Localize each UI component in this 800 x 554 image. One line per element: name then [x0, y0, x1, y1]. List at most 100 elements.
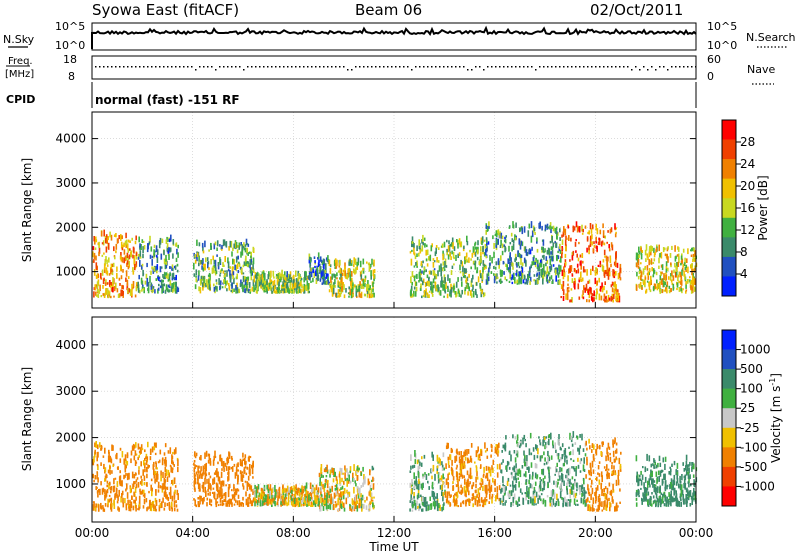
echo-cell [137, 287, 140, 293]
echo-cell [639, 269, 642, 274]
echo-cell [601, 509, 604, 512]
echo-cell [206, 478, 208, 484]
echo-cell [449, 454, 452, 461]
echo-cell [435, 247, 437, 254]
echo-cell [281, 495, 283, 499]
echo-cell [233, 497, 236, 501]
echo-cell [416, 494, 419, 498]
nsky-strip: N.Sky 10^5 10^0 10^5 10^0 N.Search [3, 20, 796, 52]
echo-cell [357, 257, 360, 263]
echo-cell [571, 483, 574, 490]
echo-cell [431, 484, 434, 489]
echo-cell [571, 490, 573, 495]
echo-cell [308, 494, 310, 501]
echo-cell [466, 470, 469, 476]
echo-cell [489, 493, 491, 500]
echo-cell [128, 472, 130, 480]
echo-cell [485, 492, 488, 498]
echo-cell [140, 448, 142, 454]
echo-cell [508, 245, 510, 252]
echo-cell [468, 483, 470, 487]
echo-cell [143, 489, 145, 494]
echo-cell [420, 462, 423, 467]
echo-cell [137, 456, 139, 461]
echo-cell [474, 243, 476, 247]
echo-cell [118, 476, 121, 482]
echo-cell [463, 245, 465, 250]
echo-cell [373, 275, 375, 280]
echo-cell [547, 450, 549, 457]
echo-cell [647, 271, 649, 276]
echo-cell [173, 464, 175, 467]
echo-cell [614, 233, 617, 238]
echo-cell [103, 267, 106, 273]
echo-cell [94, 284, 96, 291]
echo-cell [111, 269, 114, 276]
echo-cell [120, 241, 123, 249]
echo-cell [106, 288, 109, 295]
echo-cell [457, 486, 460, 493]
echo-cell [219, 497, 222, 503]
echo-cell [534, 496, 536, 503]
echo-cell [608, 248, 611, 252]
echo-cell [337, 497, 340, 503]
echo-cell [156, 467, 158, 470]
echo-cell [203, 496, 205, 502]
echo-cell [615, 288, 618, 295]
echo-cell [480, 252, 482, 257]
echo-cell [595, 293, 598, 300]
echo-cell [609, 506, 611, 512]
echo-cell [609, 228, 612, 234]
echo-cell [448, 464, 450, 468]
echo-cell [438, 291, 441, 295]
echo-cell [453, 498, 456, 502]
echo-cell [252, 257, 255, 265]
echo-cell [148, 490, 150, 494]
echo-cell [613, 261, 616, 266]
echo-cell [233, 243, 235, 249]
echo-cell [510, 277, 513, 281]
freq-point [235, 66, 237, 68]
echo-cell [356, 266, 358, 270]
echo-cell [113, 295, 115, 298]
echo-cell [557, 232, 559, 236]
echo-cell [249, 469, 251, 476]
echo-cell [274, 500, 276, 507]
echo-cell [486, 477, 489, 482]
freq-point [299, 66, 301, 68]
echo-cell [334, 279, 336, 285]
echo-cell [200, 260, 203, 265]
echo-cell [671, 245, 673, 250]
echo-cell [594, 270, 597, 276]
echo-cell [610, 227, 613, 233]
echo-cell [535, 463, 538, 469]
freq-point [515, 66, 517, 68]
echo-cell [472, 482, 475, 487]
echo-cell [651, 246, 653, 252]
echo-cell [425, 282, 428, 286]
echo-cell [646, 280, 649, 283]
echo-cell [525, 482, 527, 485]
echo-cell [456, 473, 458, 480]
echo-cell [668, 276, 670, 280]
echo-cell [112, 485, 115, 493]
echo-cell [340, 289, 342, 295]
echo-cell [337, 280, 339, 286]
echo-cell [550, 496, 553, 500]
echo-cell [241, 244, 243, 251]
echo-cell [613, 294, 615, 300]
echo-cell [305, 271, 307, 278]
echo-cell [517, 477, 519, 480]
echo-cell [359, 487, 361, 495]
echo-cell [146, 507, 148, 512]
echo-cell [525, 471, 527, 478]
echo-cell [420, 283, 422, 289]
echo-cell [339, 467, 342, 472]
echo-cell [215, 282, 218, 285]
echo-cell [259, 499, 262, 507]
echo-cell [605, 469, 607, 472]
echo-cell [492, 477, 494, 483]
echo-cell [562, 454, 564, 457]
echo-cell [302, 497, 304, 503]
echo-cell [263, 284, 265, 290]
